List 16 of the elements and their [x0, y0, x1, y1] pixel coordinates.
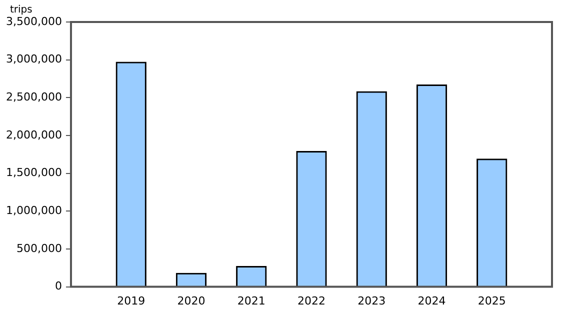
- y-tick-label: 500,000: [16, 242, 62, 255]
- x-tick-label: 2024: [418, 294, 446, 308]
- y-axis-title: trips: [10, 4, 32, 16]
- y-tick-label: 2,000,000: [6, 128, 62, 142]
- x-tick-label: 2025: [478, 294, 506, 308]
- y-tick-label: 1,500,000: [6, 166, 62, 180]
- x-tick-label: 2019: [117, 294, 146, 308]
- y-tick-label: 3,000,000: [6, 52, 62, 66]
- y-tick-label: 3,500,000: [6, 14, 62, 28]
- x-tick-label: 2021: [237, 294, 266, 308]
- x-tick-label: 2023: [358, 294, 386, 308]
- y-tick-label: 2,500,000: [6, 90, 62, 104]
- y-tick-label: 0: [54, 280, 62, 293]
- x-tick-label: 2020: [177, 294, 206, 308]
- y-tick-label: 1,000,000: [6, 204, 62, 217]
- x-tick-label: 2022: [297, 294, 326, 308]
